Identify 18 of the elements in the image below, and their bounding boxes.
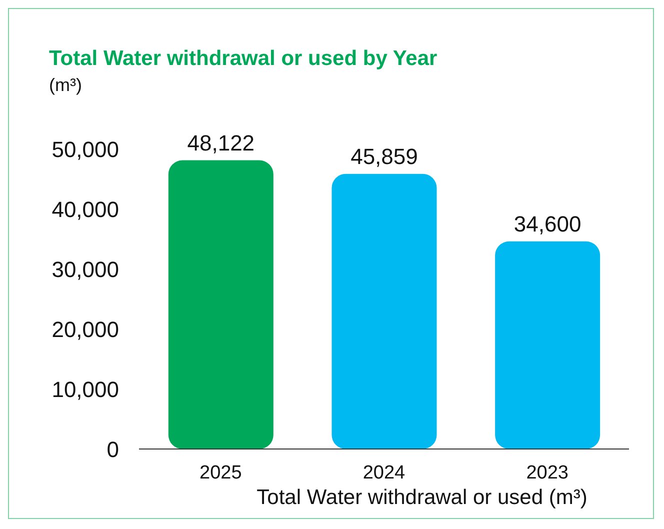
y-axis-title: (m³) [49,75,82,96]
y-tick-label: 50,000 [52,136,119,162]
x-tick-label: 2024 [362,462,406,484]
chart-title: Total Water withdrawal or used by Year [49,47,438,71]
bar [332,174,437,449]
y-tick-label: 40,000 [52,196,119,222]
y-tick-label: 30,000 [52,256,119,282]
data-label: 45,859 [350,144,418,169]
x-axis-title: Total Water withdrawal or used (m³) [256,486,588,510]
y-tick-label: 10,000 [52,376,119,402]
data-label: 34,600 [514,211,582,236]
bar [495,241,600,449]
x-tick-label: 2025 [200,462,242,484]
data-label: 48,122 [187,130,255,156]
x-tick-label: 2023 [526,462,568,484]
bar [168,160,274,449]
y-tick-label: 20,000 [52,316,119,342]
y-tick-label: 0 [106,436,119,462]
